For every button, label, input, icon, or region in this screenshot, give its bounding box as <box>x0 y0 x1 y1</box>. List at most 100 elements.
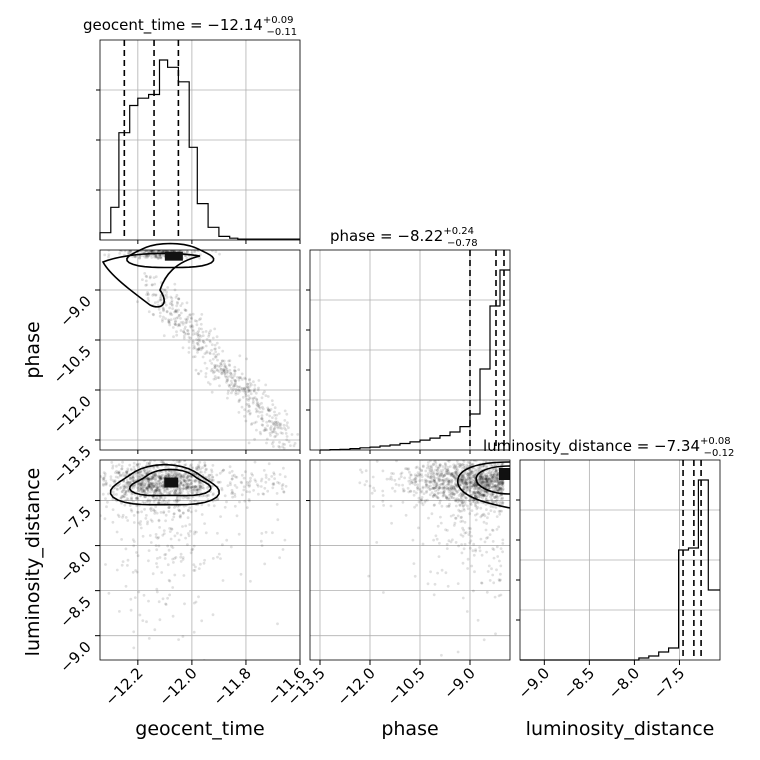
scatter-point <box>234 369 237 373</box>
scatter-point <box>492 496 496 499</box>
scatter-point <box>459 477 463 480</box>
scatter-point <box>460 491 463 495</box>
scatter-point <box>151 496 155 500</box>
scatter-point <box>168 247 171 250</box>
scatter-point <box>100 475 103 479</box>
scatter-point <box>499 488 502 491</box>
scatter-point <box>162 309 165 313</box>
scatter-point <box>172 512 176 516</box>
scatter-point <box>154 489 158 493</box>
scatter-point <box>494 632 497 636</box>
scatter-point <box>470 564 474 568</box>
scatter-point <box>437 555 441 558</box>
scatter-point <box>148 461 151 465</box>
scatter-point <box>459 516 463 520</box>
scatter-point <box>231 389 235 393</box>
scatter-point <box>433 493 436 497</box>
scatter-point <box>194 368 198 372</box>
scatter-point <box>243 389 247 393</box>
scatter-point <box>466 507 470 511</box>
scatter-point <box>440 472 443 476</box>
scatter-point <box>487 512 490 516</box>
scatter-point <box>423 500 427 504</box>
scatter-point <box>466 567 469 570</box>
scatter-point <box>181 511 185 515</box>
scatter-point <box>164 236 167 239</box>
scatter-point <box>282 466 285 470</box>
scatter-point <box>489 479 493 483</box>
scatter-point <box>484 497 488 501</box>
scatter-point <box>439 483 443 486</box>
scatter-point <box>174 475 178 478</box>
scatter-point <box>186 532 190 535</box>
scatter-point <box>200 503 204 507</box>
scatter-point <box>156 475 160 479</box>
scatter-point <box>470 471 474 475</box>
scatter-point <box>194 499 198 503</box>
scatter-point <box>278 473 282 476</box>
scatter-point <box>217 481 221 484</box>
scatter-point <box>145 235 148 238</box>
scatter-point <box>234 382 238 385</box>
scatter-point <box>176 487 180 490</box>
scatter-point <box>152 292 156 296</box>
scatter-point <box>451 474 455 478</box>
scatter-point <box>486 570 490 573</box>
scatter-point <box>481 480 485 484</box>
scatter-point <box>146 240 149 243</box>
scatter-point <box>195 488 199 492</box>
scatter-point <box>176 250 180 253</box>
scatter-point <box>443 462 447 465</box>
scatter-point <box>446 460 450 462</box>
scatter-point <box>420 473 423 476</box>
scatter-point <box>409 473 413 477</box>
scatter-point <box>420 501 424 505</box>
scatter-point <box>403 476 406 480</box>
scatter-point <box>150 475 154 479</box>
scatter-point <box>120 494 124 498</box>
scatter-point <box>431 494 435 498</box>
panel-frame-phase-geocent_time <box>99 249 301 451</box>
scatter-point <box>441 475 445 479</box>
scatter-point <box>186 247 189 250</box>
scatter-point <box>153 240 156 243</box>
scatter-point <box>186 332 190 335</box>
scatter-point <box>196 333 200 337</box>
scatter-point <box>149 485 153 489</box>
scatter-point <box>124 481 128 485</box>
scatter-point <box>490 500 494 504</box>
scatter-point <box>276 424 280 428</box>
scatter-point <box>448 494 451 497</box>
scatter-point <box>234 389 238 393</box>
scatter-point <box>480 477 484 481</box>
scatter-point <box>165 310 169 314</box>
scatter-point <box>126 480 129 484</box>
scatter-point <box>182 330 186 334</box>
scatter-point <box>441 465 445 468</box>
scatter-point <box>104 497 107 500</box>
scatter-point <box>472 542 476 546</box>
scatter-point <box>241 395 245 399</box>
scatter-point <box>170 296 174 300</box>
scatter-point <box>124 490 128 494</box>
scatter-point <box>430 468 434 472</box>
scatter-point <box>156 250 160 254</box>
scatter-point <box>225 538 229 542</box>
scatter-point <box>450 492 454 496</box>
scatter-point <box>468 499 472 502</box>
scatter-point <box>125 497 129 500</box>
scatter-point <box>171 473 175 477</box>
scatter-point <box>475 468 479 472</box>
scatter-point <box>170 246 173 249</box>
scatter-point <box>163 237 166 240</box>
scatter-point <box>253 383 257 387</box>
scatter-point <box>175 330 178 334</box>
scatter-point <box>192 630 196 634</box>
scatter-point <box>130 245 133 248</box>
scatter-point <box>498 482 502 486</box>
scatter-point <box>494 468 498 471</box>
scatter-point <box>161 246 164 249</box>
scatter-point <box>135 471 139 475</box>
scatter-point <box>164 602 168 606</box>
scatter-point <box>162 490 166 493</box>
